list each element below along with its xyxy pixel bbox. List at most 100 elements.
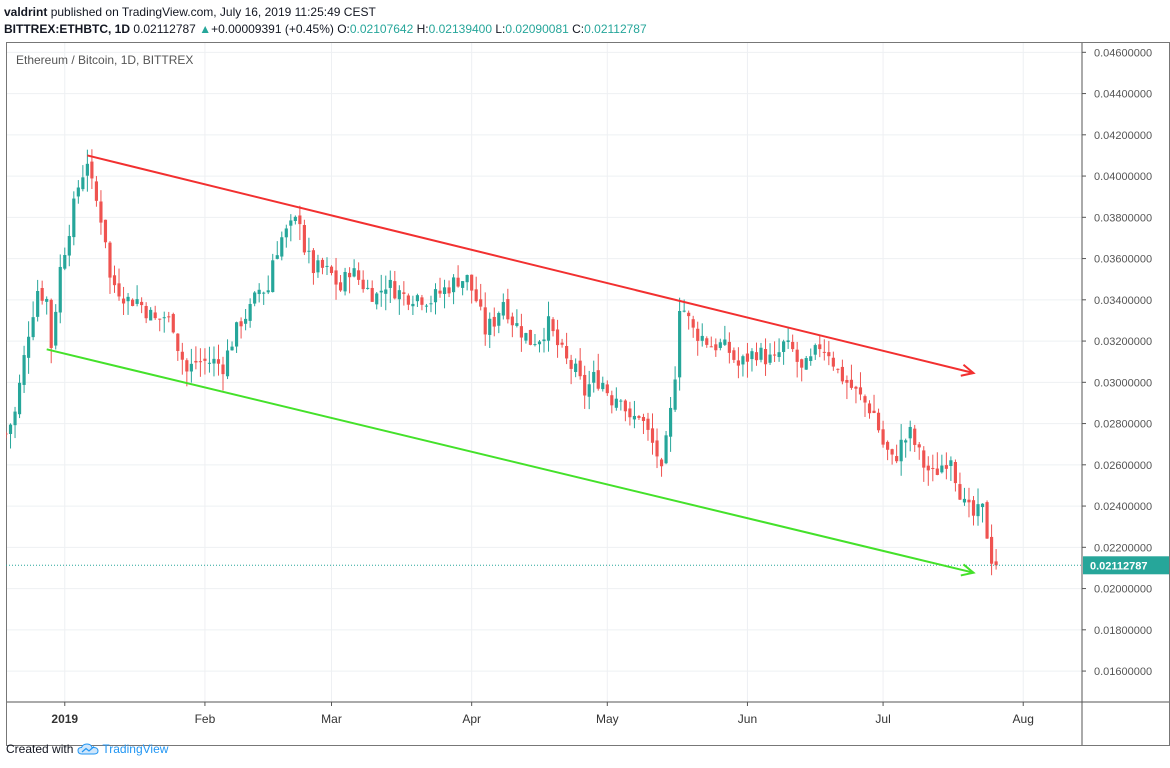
candle-body: [461, 281, 465, 288]
candle-body: [863, 396, 867, 403]
candle-body: [275, 255, 279, 259]
candle-body: [782, 341, 786, 352]
candle-body: [54, 311, 58, 346]
candle-body: [967, 499, 971, 503]
candle-body: [664, 435, 668, 464]
candle-body: [659, 459, 664, 467]
candle-body: [76, 187, 80, 197]
candle-body: [691, 319, 695, 328]
candle-body: [221, 364, 225, 375]
high-value: 0.02139400: [428, 22, 493, 36]
candle-body: [492, 316, 496, 327]
candle-body: [845, 379, 849, 383]
candle-body: [456, 277, 460, 287]
candle-body: [429, 303, 433, 305]
candle-body: [334, 270, 338, 285]
candle-body: [831, 357, 835, 367]
candle-body: [94, 181, 99, 201]
candle-body: [818, 344, 822, 350]
trendline-upper-arrowhead: [960, 363, 976, 377]
candle-body: [759, 347, 763, 360]
candle-body: [510, 316, 514, 326]
chart-container[interactable]: 0.04600000 0.04400000 0.04200000 0.04000000…: [4, 42, 1170, 746]
candle-body: [379, 290, 383, 293]
y-tick-label: 0.02400000: [1094, 501, 1152, 513]
candle-body: [994, 561, 998, 566]
candle-body: [976, 504, 980, 517]
candle-body: [36, 290, 40, 317]
candle-body: [40, 287, 44, 301]
candle-body: [935, 468, 939, 475]
candle-body: [307, 250, 311, 252]
ohlc-legend: BITTREX:ETHBTC, 1D 0.02112787 ▲+0.000093…: [4, 22, 647, 36]
candle-body: [971, 500, 976, 516]
candle-body: [433, 289, 438, 303]
candle-body: [253, 292, 257, 304]
candle-body: [126, 296, 130, 302]
candle-body: [393, 281, 397, 299]
candle-body: [745, 353, 750, 362]
candle-body: [420, 297, 424, 305]
candle-body: [185, 360, 189, 372]
candle-body: [709, 346, 713, 348]
candle-body: [162, 317, 166, 319]
candle-body: [578, 360, 582, 377]
candle-body: [867, 403, 872, 414]
author-name[interactable]: valdrint: [4, 5, 48, 19]
close-label: C:: [572, 22, 585, 36]
candle-body: [646, 418, 650, 430]
low-value: 0.02090081: [505, 22, 569, 36]
candle-body: [565, 346, 569, 359]
tradingview-brand[interactable]: TradingView: [77, 742, 168, 756]
candle-body: [442, 287, 447, 295]
close-value: 0.02112787: [584, 22, 647, 36]
price-chart[interactable]: 0.04600000 0.04400000 0.04200000 0.04000000…: [4, 42, 1170, 746]
chart-title: Ethereum / Bitcoin, 1D, BITTREX: [16, 53, 193, 67]
candle-body: [537, 341, 542, 345]
candle-body: [266, 290, 270, 293]
candle-body: [366, 287, 370, 289]
candle-body: [198, 361, 202, 363]
candle-body: [809, 356, 813, 361]
candle-body: [736, 360, 740, 366]
candle-body: [989, 536, 994, 564]
candle-body: [8, 424, 13, 435]
y-tick-label: 0.03200000: [1094, 336, 1152, 348]
candle-body: [180, 351, 184, 360]
candle-body: [140, 301, 144, 306]
candle-body: [158, 318, 162, 320]
candle-body: [944, 465, 948, 469]
candle-body: [311, 250, 316, 274]
candle-body: [72, 198, 76, 238]
last-price: 0.02112787: [133, 22, 196, 36]
trendline-upper: [87, 154, 974, 375]
candle-body: [632, 415, 637, 420]
candle-body: [497, 313, 501, 326]
candle-body: [17, 382, 22, 415]
candle-body: [705, 338, 709, 345]
candle-body: [849, 379, 854, 388]
candle-body: [438, 290, 442, 294]
candle-body: [732, 350, 736, 360]
candle-body: [949, 460, 953, 466]
candle-body: [370, 287, 374, 302]
candle-body: [338, 282, 343, 291]
candle-body: [687, 312, 691, 317]
candle-body: [234, 322, 239, 347]
candle-body: [167, 316, 171, 318]
candle-body: [135, 299, 139, 304]
candle-body: [144, 305, 148, 319]
candle-body: [117, 283, 121, 297]
candle-body: [913, 428, 917, 445]
candle-body: [836, 368, 840, 370]
candle-body: [533, 344, 537, 346]
candle-body: [727, 341, 731, 353]
candle-body: [772, 354, 777, 356]
candle-body: [85, 163, 89, 176]
candle-body: [551, 319, 555, 332]
candle-body: [718, 342, 722, 348]
candle-body: [641, 416, 646, 422]
candle-body: [962, 498, 967, 503]
y-tick-label: 0.04600000: [1094, 47, 1152, 59]
candle-body: [506, 299, 510, 320]
